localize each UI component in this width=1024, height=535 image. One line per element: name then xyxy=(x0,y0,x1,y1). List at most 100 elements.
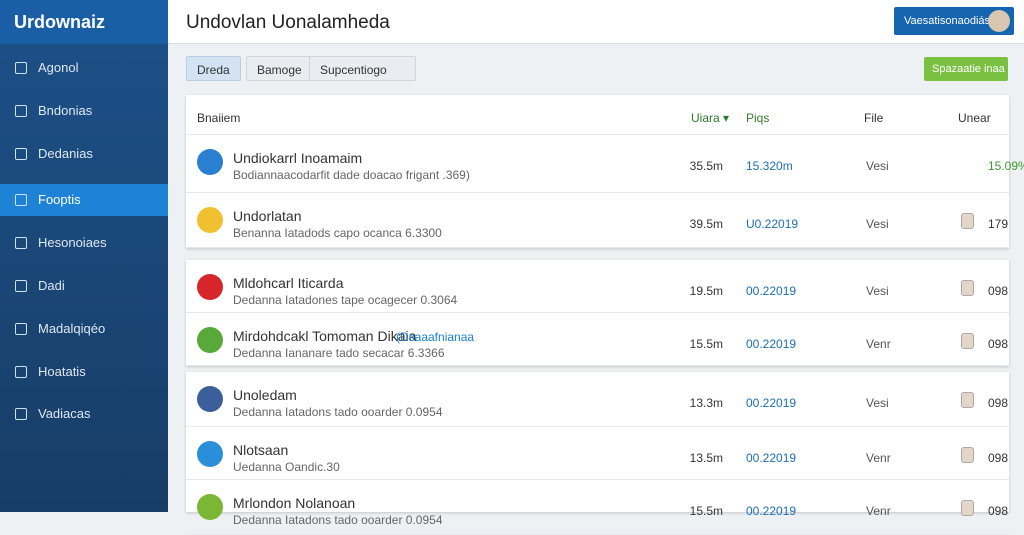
nav-label[interactable]: Agonol xyxy=(38,60,79,75)
user-avatar xyxy=(961,447,974,463)
file-icon xyxy=(197,386,223,412)
row-size: 39.5m xyxy=(689,217,723,231)
user-avatar xyxy=(961,280,974,296)
row-date: U0.22019 xyxy=(746,217,799,231)
row-size: 13.5m xyxy=(689,451,723,465)
file-icon xyxy=(197,274,223,300)
file-icon xyxy=(197,327,223,353)
user-avatar xyxy=(961,333,974,349)
row-user: 15.09% xyxy=(988,159,1024,173)
row-subtitle: Uedanna Oandic.30 xyxy=(233,460,340,474)
nav-label[interactable]: Dedanias xyxy=(38,145,93,161)
nav-icon xyxy=(15,408,27,421)
nav-icon xyxy=(15,322,27,335)
table-row[interactable]: Undorlatan Benanna Iatadods capo ocanca 6… xyxy=(186,193,1009,248)
table-row[interactable]: Mirdohdcakl Tomoman Dikaia (Dsaaafnianaa D… xyxy=(186,313,1009,366)
nav-icon xyxy=(15,104,27,117)
user-button[interactable]: Vaesatisonaodiás xyxy=(894,7,1014,35)
row-file: Vesi xyxy=(866,396,889,410)
nav-label[interactable]: Madalqiqéo xyxy=(38,320,106,336)
table-row[interactable]: Unoledam Dedanna Iatadons tado ooarder 0.… xyxy=(186,372,1009,427)
avatar xyxy=(988,10,1010,32)
nav-item[interactable]: Madalqiqéo xyxy=(0,313,168,345)
row-date: 00.22019 xyxy=(746,396,797,410)
file-icon xyxy=(197,207,223,233)
row-user: 179 xyxy=(988,217,1009,231)
nav-icon xyxy=(15,147,27,160)
user-avatar xyxy=(961,392,974,408)
row-subtitle: Dedanna Iananare tado secacar 6.3366 xyxy=(233,346,445,360)
row-user: 098 xyxy=(988,451,1009,465)
sidebar: Urdownaiz Agonol Bndonias Dedanias Fooptis He… xyxy=(0,0,168,512)
file-icon xyxy=(197,149,223,175)
row-name: Unoledam xyxy=(233,387,297,403)
column-header: Uiara ▾ xyxy=(691,111,730,125)
user-avatar xyxy=(961,500,974,516)
row-date: 15.320m xyxy=(746,159,793,173)
nav-icon xyxy=(15,365,27,378)
row-name: Undiokarrl Inoamaim xyxy=(233,150,363,166)
file-icon xyxy=(197,494,223,520)
nav-item[interactable]: Agonol xyxy=(0,52,168,84)
row-date: 00.22019 xyxy=(746,451,797,465)
row-name: Mirdohdcakl Tomoman Dikaia xyxy=(233,328,417,344)
page-title: Undovlan Uonalamheda xyxy=(186,12,390,33)
table-header: Bnaiiem Uiara ▾ Piqs File Unear xyxy=(186,95,1009,135)
nav-label[interactable]: Bndonias xyxy=(38,102,93,118)
table-row[interactable]: Undiokarrl Inoamaim Bodiannaacodarfit dad… xyxy=(186,135,1024,193)
table-row[interactable]: Nlotsaan Uedanna Oandic.30 13.5m 00.22019 Ve… xyxy=(186,427,1009,480)
nav-item[interactable]: Dadi xyxy=(0,270,168,302)
column-header: Bnaiiem xyxy=(197,111,241,125)
nav-item[interactable]: Hoatatis xyxy=(0,356,168,388)
nav-item[interactable]: Bndonias xyxy=(0,95,168,127)
column-header: Piqs xyxy=(746,111,770,125)
nav-icon xyxy=(15,194,27,207)
row-user: 098 xyxy=(988,337,1009,351)
nav-label[interactable]: Vadiacas xyxy=(38,406,91,422)
row-user: 098 xyxy=(988,396,1009,410)
nav-label[interactable]: Fooptis xyxy=(38,192,81,208)
logo: Urdownaiz xyxy=(0,0,168,44)
row-size: 19.5m xyxy=(689,284,723,298)
tab[interactable]: Bamoge xyxy=(246,56,313,81)
row-name: Undorlatan xyxy=(233,208,302,224)
row-user: 098 xyxy=(988,504,1009,518)
table-row[interactable]: Mldohcarl Iticarda Dedanna Iatadones tape… xyxy=(186,260,1009,313)
row-date: 00.22019 xyxy=(746,284,797,298)
table-row[interactable]: Mrlondon Nolanoan Dedanna Iatadons tado o… xyxy=(186,480,1009,535)
row-subtitle: Benanna Iatadods capo ocanca 6.3300 xyxy=(233,226,442,240)
row-date: 00.22019 xyxy=(746,337,797,351)
row-name: Nlotsaan xyxy=(233,442,289,458)
row-tag: (Dsaaafnianaa xyxy=(396,330,475,344)
row-subtitle: Dedanna Iatadones tape ocagecer 0.3064 xyxy=(233,293,458,307)
tab[interactable]: Supcentiogo xyxy=(309,56,416,81)
nav-item[interactable]: Fooptis xyxy=(0,184,168,217)
tab[interactable]: Dreda xyxy=(186,56,241,81)
nav-item[interactable]: Vadiacas xyxy=(0,398,168,430)
row-subtitle: Bodiannaacodarfit dade doacao frigant .3… xyxy=(233,168,470,182)
action-button[interactable]: Spazaatie inaa xyxy=(924,57,1008,81)
row-user: 098 xyxy=(988,284,1009,298)
file-icon xyxy=(197,441,223,467)
row-size: 15.5m xyxy=(689,337,723,351)
column-header: Unear xyxy=(958,111,991,125)
user-button-label[interactable]: Vaesatisonaodiás xyxy=(904,15,991,27)
row-subtitle: Dedanna Iatadons tado ooarder 0.0954 xyxy=(233,513,443,527)
row-file: Venr xyxy=(866,504,891,518)
row-size: 13.3m xyxy=(689,396,723,410)
nav-icon xyxy=(15,237,27,250)
nav-label[interactable]: Hesonoiaes xyxy=(38,235,107,251)
row-file: Venr xyxy=(866,337,891,351)
nav-label[interactable]: Hoatatis xyxy=(38,363,86,379)
row-subtitle: Dedanna Iatadons tado ooarder 0.0954 xyxy=(233,405,443,419)
row-file: Venr xyxy=(866,451,891,465)
nav-item[interactable]: Hesonoiaes xyxy=(0,227,168,259)
user-avatar xyxy=(961,213,974,229)
nav-label[interactable]: Dadi xyxy=(38,278,65,293)
nav-icon xyxy=(15,280,27,292)
table-card: Unoledam Dedanna Iatadons tado ooarder 0.… xyxy=(186,372,1009,535)
nav-item[interactable]: Dedanias xyxy=(0,138,168,170)
top-bar: Undovlan Uonalamheda Vaesatisonaodiás xyxy=(168,0,1024,44)
row-file: Vesi xyxy=(866,217,889,231)
